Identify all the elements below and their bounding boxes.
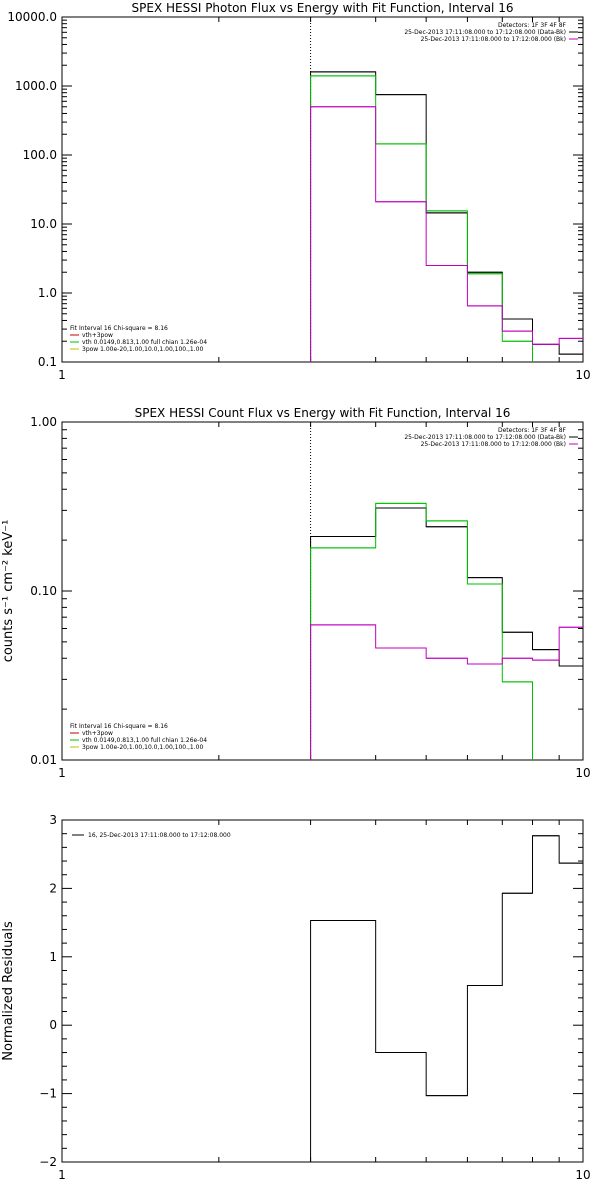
x-tick-label: 10 — [575, 1168, 590, 1182]
legend-left-entry: vth+3pow — [82, 332, 113, 339]
series-line-3 — [310, 624, 583, 760]
x-tick-label: 1 — [58, 368, 66, 382]
panel-3: 1 10 −2 −1 0 1 2 3 Normalized Residuals 16, 25-De… — [1, 813, 591, 1182]
legend-right-entry: 25-Dec-2013 17:11:08.000 to 17:12:08.000… — [404, 434, 566, 441]
y-tick-label: 2 — [49, 881, 57, 895]
y-tick-label: 3 — [49, 813, 57, 827]
y-tick-label: −2 — [39, 1155, 57, 1169]
legend-top-entry: 16, 25-Dec-2013 17:11:08.000 to 17:12:08… — [88, 832, 231, 839]
y-tick-label: 1 — [49, 950, 57, 964]
panel-1: SPEX HESSI Photon Flux vs Energy with Fi… — [7, 1, 590, 382]
x-tick-label: 1 — [58, 1168, 66, 1182]
legend-left-header: Fit Interval 16 Chi-square = 8.16 — [70, 325, 168, 332]
legend-right-entry: 25-Dec-2013 17:11:08.000 to 17:12:08.000… — [421, 36, 566, 43]
y-tick-label: 0 — [49, 1018, 57, 1032]
legend-left-entry: 3pow 1.00e-20,1.00,10.0,1.00,100.,1.00 — [82, 346, 203, 353]
plot-frame — [61, 819, 584, 1163]
plot-frame — [61, 421, 584, 761]
legend-top: 16, 25-Dec-2013 17:11:08.000 to 17:12:08… — [72, 832, 231, 839]
series-line-2 — [310, 75, 534, 362]
legend-right-entry: Detectors: 1F 3F 4F 8F — [498, 427, 567, 434]
series-line-1 — [310, 835, 583, 1162]
y-axis-label: counts s⁻¹ cm⁻² keV⁻¹ — [1, 520, 16, 663]
series-group — [310, 71, 583, 362]
x-axis: 1 10 — [58, 820, 591, 1182]
legend-left-header: Fit Interval 16 Chi-square = 8.16 — [70, 723, 168, 730]
y-axis: 0.01 0.10 1.00 — [30, 415, 583, 767]
legend-left-entry: vth 0.0149,0.813,1.00 full chian 1.26e-0… — [82, 737, 207, 744]
y-tick-label: 0.01 — [30, 753, 57, 767]
plot-frame — [61, 16, 584, 363]
series-line-1 — [310, 71, 583, 362]
x-tick-label: 1 — [58, 766, 66, 780]
series-line-2 — [310, 502, 534, 760]
x-tick-label: 10 — [575, 368, 590, 382]
legend-left-entry: vth 0.0149,0.813,1.00 full chian 1.26e-0… — [82, 339, 207, 346]
legend-left-entry: 3pow 1.00e-20,1.00,10.0,1.00,100.,1.00 — [82, 744, 203, 751]
series-line-1 — [310, 507, 583, 760]
chart-title: SPEX HESSI Count Flux vs Energy with Fit… — [135, 406, 511, 420]
legend-right-entry: Detectors: 1F 3F 4F 8F — [498, 22, 567, 29]
y-tick-label: 1.0 — [38, 286, 57, 300]
y-tick-label: −1 — [39, 1087, 57, 1101]
panel-2: SPEX HESSI Count Flux vs Energy with Fit… — [1, 406, 591, 780]
y-axis: −2 −1 0 1 2 3 — [39, 813, 583, 1169]
y-tick-label: 10000.0 — [7, 10, 57, 24]
y-tick-label: 100.0 — [23, 148, 57, 162]
y-axis: 0.1 1.0 10.0 100.0 1000.0 10000.0 — [7, 10, 583, 369]
y-tick-label: 1.00 — [30, 415, 57, 429]
y-tick-label: 10.0 — [30, 217, 57, 231]
series-group — [310, 502, 583, 760]
y-tick-label: 0.1 — [38, 355, 57, 369]
legend-right-entry: 25-Dec-2013 17:11:08.000 to 17:12:08.000… — [421, 441, 566, 448]
y-tick-label: 0.10 — [30, 584, 57, 598]
legend-left-entry: vth+3pow — [82, 730, 113, 737]
legend-left: Fit Interval 16 Chi-square = 8.16vth+3po… — [70, 325, 207, 353]
y-tick-label: 1000.0 — [15, 79, 57, 93]
y-axis-label: Normalized Residuals — [1, 921, 16, 1061]
series-group — [310, 835, 583, 1162]
legend-right-entry: 25-Dec-2013 17:11:08.000 to 17:12:08.000… — [404, 29, 566, 36]
legend-left: Fit Interval 16 Chi-square = 8.16vth+3po… — [70, 723, 207, 751]
chart-title: SPEX HESSI Photon Flux vs Energy with Fi… — [132, 1, 514, 15]
series-line-3 — [310, 106, 583, 362]
x-tick-label: 10 — [575, 766, 590, 780]
